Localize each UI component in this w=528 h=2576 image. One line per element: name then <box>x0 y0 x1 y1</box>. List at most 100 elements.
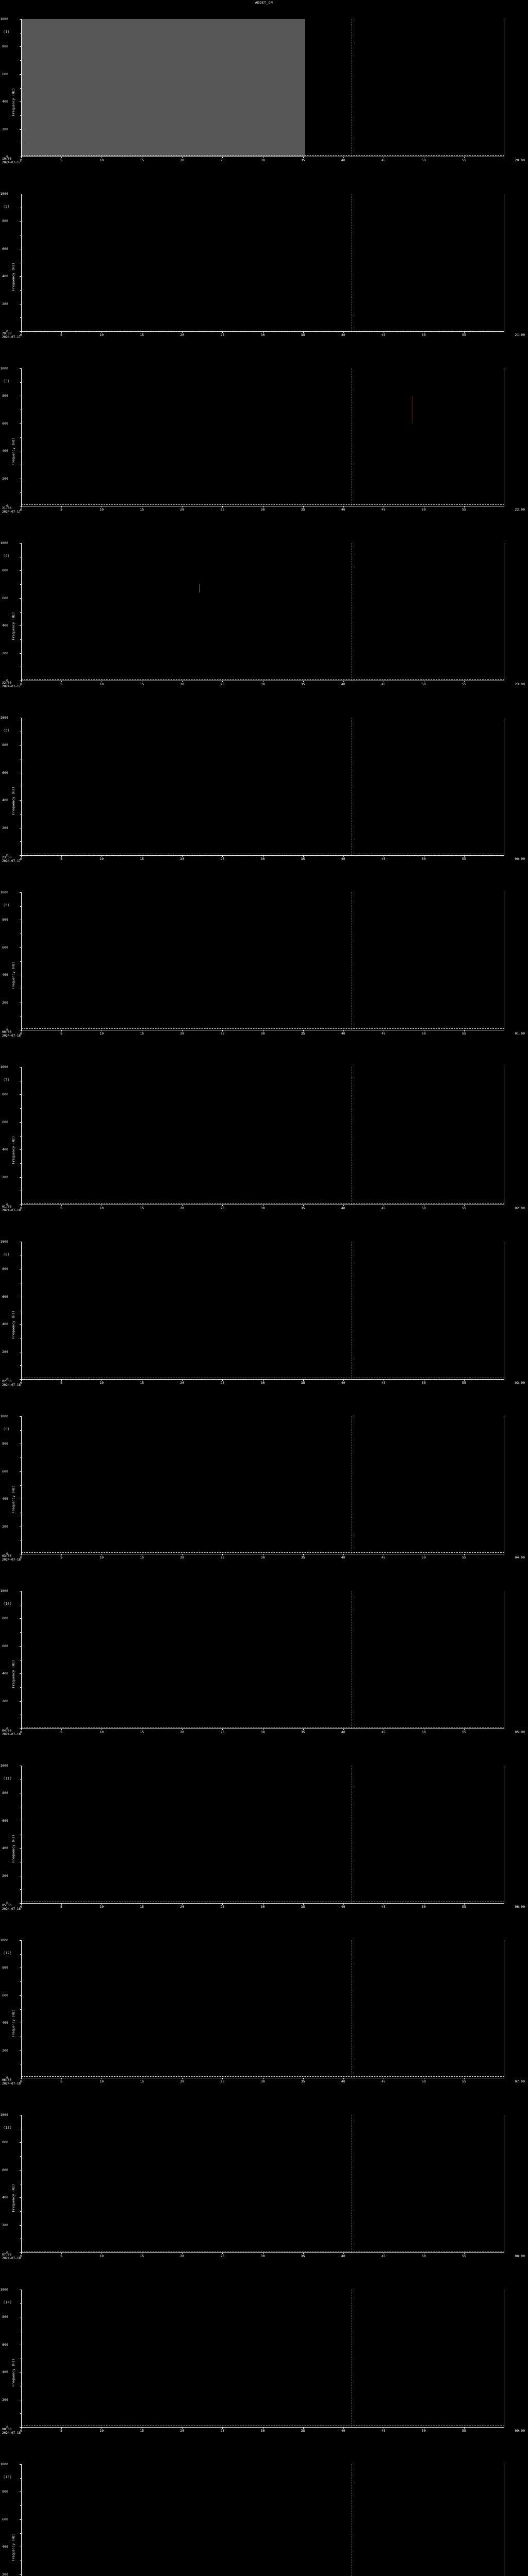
spectrogram-panel[interactable]: (13) Frequency (Hz) 0 200 400 600 800 1000 0 5 10 1… <box>0 2103 528 2273</box>
spectrogram-panel[interactable]: (10) Frequency (Hz) 0 200 400 600 800 1000 0 5 10 1… <box>0 1579 528 1749</box>
y-minor-tick-mark <box>20 1136 21 1137</box>
y-tick-mark <box>20 221 21 222</box>
x-tick-mark <box>343 2078 344 2079</box>
x-tick-label: 45 <box>381 333 386 337</box>
y-tick-label: 600 <box>2 945 8 950</box>
x-tick-label: 25 <box>220 1031 225 1036</box>
y-tick-label: 600 <box>2 770 8 775</box>
y-tick-mark <box>20 2464 21 2465</box>
y-tick-label: 400 <box>2 274 8 279</box>
y-axis-label: Frequency (Hz) <box>11 1310 15 1339</box>
y-tick-label: 600 <box>2 1120 8 1124</box>
panel-end-time: 05:00 <box>515 1730 525 1734</box>
axes-area[interactable] <box>21 1242 504 1379</box>
panel-start-clock: 08:00 <box>2 2428 12 2431</box>
x-tick-label: 40 <box>341 2254 345 2258</box>
spectrogram-panel[interactable]: (15)Frequency (Hz)0200400600800100005101… <box>0 2452 528 2576</box>
panel-start-clock: 22:00 <box>2 681 12 685</box>
y-minor-tick-mark <box>20 1485 21 1486</box>
x-tick-mark <box>464 1379 465 1381</box>
axes-area[interactable] <box>21 19 504 157</box>
axes-area[interactable] <box>21 1416 504 1554</box>
x-tick-label: 50 <box>421 507 426 512</box>
spectrogram-panel[interactable]: (11) Frequency (Hz) 0 200 400 600 800 1000 0 5 10 1… <box>0 1754 528 1924</box>
y-tick-label: 400 <box>2 798 8 803</box>
y-tick-label: 600 <box>2 2167 8 2172</box>
x-tick-label: 15 <box>140 1730 144 1734</box>
spectrogram-panel[interactable]: (14) Frequency (Hz) 0 200 400 600 800 1000 0 5 10 1… <box>0 2278 528 2448</box>
y-tick-label: 200 <box>2 1699 8 1703</box>
panel-start-time: 07:00 2024-07-18 <box>2 2253 21 2260</box>
x-tick-label: 50 <box>421 2079 426 2083</box>
spectrogram-panel[interactable]: (2) Frequency (Hz) 0 200 400 600 800 1000 0 5 10 15… <box>0 182 528 352</box>
y-tick-label: 600 <box>2 2517 8 2521</box>
y-axis-label: Frequency (Hz) <box>11 2358 15 2387</box>
x-tick-mark <box>343 681 344 682</box>
y-axis-label: Frequency (Hz) <box>11 88 15 116</box>
y-tick-label: 400 <box>2 1497 8 1501</box>
x-tick-label: 25 <box>220 2429 225 2433</box>
axes-area[interactable] <box>21 194 504 331</box>
panel-end-time: 07:00 <box>515 2079 525 2083</box>
x-tick-mark <box>61 1379 62 1381</box>
x-tick-label: 25 <box>220 1381 225 1385</box>
spectrogram-panel[interactable]: (5) Frequency (Hz) 0 200 400 600 800 1000 0 5 10 15… <box>0 706 528 876</box>
y-tick-label: 600 <box>2 1993 8 1997</box>
y-tick-label: 1000 <box>0 192 8 196</box>
x-tick-label: 20 <box>180 857 185 861</box>
x-tick-mark <box>303 1728 304 1730</box>
y-tick-mark <box>20 276 21 277</box>
y-tick-label: 800 <box>2 219 8 224</box>
x-tick-mark <box>61 157 62 158</box>
y-tick-mark <box>20 2142 21 2143</box>
axes-area[interactable] <box>21 2464 504 2576</box>
guide-line <box>351 543 353 681</box>
spectrogram-panel[interactable]: (9) Frequency (Hz) 0 200 400 600 800 1000 0 5 10 15… <box>0 1404 528 1574</box>
spectrogram-panel[interactable]: (7) Frequency (Hz) 0 200 400 600 800 1000 0 5 10 15… <box>0 1055 528 1225</box>
axes-area[interactable] <box>21 1940 504 2078</box>
panel-end-time: 01:00 <box>515 1031 525 1036</box>
panel-date: 2024-07-17 <box>2 685 21 688</box>
axes-area[interactable] <box>21 1067 504 1205</box>
spectrogram-panel[interactable]: (1) Frequency (Hz) 0 200 400 600 800 1000 0 5 10 15… <box>0 7 528 177</box>
x-tick-mark <box>343 157 344 158</box>
axes-area[interactable] <box>21 1591 504 1728</box>
x-tick-label: 15 <box>140 1381 144 1385</box>
x-axis-dashed-line <box>21 854 504 855</box>
y-axis-label: Frequency (Hz) <box>11 1485 15 1514</box>
panel-end-time: 08:00 <box>515 2254 525 2258</box>
spectrogram-panel[interactable]: (3) Frequency (Hz) 0 200 400 600 800 1000 0 5 10 15… <box>0 357 528 527</box>
spectrogram-panel[interactable]: (8) Frequency (Hz) 0 200 400 600 800 1000 0 5 10 15… <box>0 1230 528 1400</box>
x-tick-label: 10 <box>100 158 104 162</box>
x-axis-dashed-line <box>21 1378 504 1379</box>
x-tick-mark <box>222 157 223 158</box>
axes-area[interactable] <box>21 368 504 506</box>
axes-area[interactable] <box>21 892 504 1030</box>
spectrogram-panel[interactable]: (4) Frequency (Hz) 0 200 400 600 800 1000 0 5 10 15… <box>0 531 528 701</box>
x-tick-label: 5 <box>60 1381 63 1385</box>
x-tick-label: 25 <box>220 1905 225 1909</box>
panel-index-label: (9) <box>3 1427 10 1431</box>
x-tick-label: 0 <box>20 2254 22 2258</box>
axes-area[interactable] <box>21 2290 504 2427</box>
detection-span <box>22 19 305 157</box>
x-tick-label: 55 <box>461 1031 466 1036</box>
panel-index-label: (5) <box>3 728 10 733</box>
x-tick-label: 0 <box>20 857 22 861</box>
axes-area[interactable] <box>21 2115 504 2252</box>
panel-start-clock: 05:00 <box>2 1904 12 1907</box>
y-tick-mark <box>20 598 21 599</box>
panel-start-clock: 04:00 <box>2 1729 12 1733</box>
spectrogram-panel[interactable]: (6) Frequency (Hz) 0 200 400 600 800 1000 0 5 10 15… <box>0 880 528 1050</box>
axes-area[interactable] <box>21 1766 504 1903</box>
x-axis-dashed-line <box>21 155 504 156</box>
panel-start-time: 05:00 2024-07-18 <box>2 1904 21 1911</box>
x-axis-dashed-line <box>21 1727 504 1728</box>
x-tick-label: 10 <box>100 1381 104 1385</box>
y-tick-mark <box>20 2225 21 2226</box>
spectrogram-panel[interactable]: (12) Frequency (Hz) 0 200 400 600 800 1000 0 5 10 1… <box>0 1928 528 2098</box>
x-tick-label: 15 <box>140 1206 144 1210</box>
x-tick-mark <box>222 1903 223 1905</box>
axes-area[interactable] <box>21 543 504 681</box>
axes-area[interactable] <box>21 718 504 855</box>
